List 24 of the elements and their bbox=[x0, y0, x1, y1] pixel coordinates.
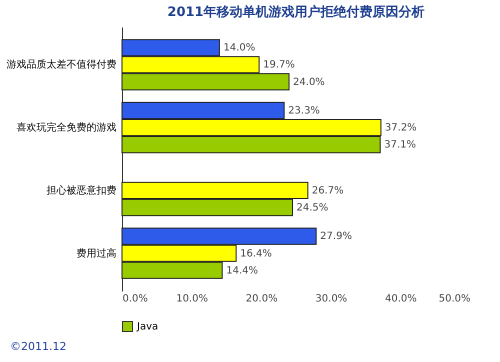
x-tick-label: 50.0% bbox=[438, 294, 470, 304]
y-tick-label: 喜欢玩完全免费的游戏 bbox=[16, 122, 116, 134]
text: ©2011.12 bbox=[9, 339, 68, 355]
data-label: 14.0% bbox=[223, 42, 256, 54]
data-label: 26.7% bbox=[312, 185, 344, 196]
data-label: 23.3% bbox=[288, 106, 320, 117]
chart-title: 2011年移动单机游戏用户拒绝付费原因分析 bbox=[167, 4, 425, 20]
legend-label: Java bbox=[136, 322, 158, 332]
x-tick-label: 40.0% bbox=[385, 294, 417, 304]
x-tick-label: 20.0% bbox=[246, 294, 278, 304]
data-label: 19.7% bbox=[263, 60, 295, 71]
data-label: 37.2% bbox=[384, 122, 417, 134]
data-label: 24.5% bbox=[296, 202, 328, 214]
x-tick-label: 0.0% bbox=[122, 294, 148, 304]
data-label: 16.4% bbox=[240, 248, 272, 260]
x-tick-label: 30.0% bbox=[315, 294, 348, 304]
y-tick-label: 担心被恶意扣费 bbox=[46, 184, 116, 196]
y-tick-label: 游戏品质太差不值得付费 bbox=[6, 58, 116, 71]
data-label: 37.1% bbox=[384, 140, 416, 151]
data-label: 27.9% bbox=[320, 231, 352, 242]
y-tick-label: 费用过高 bbox=[76, 247, 116, 260]
x-tick-label: 10.0% bbox=[176, 294, 208, 304]
data-label: 24.0% bbox=[293, 76, 325, 88]
data-label: 14.4% bbox=[226, 265, 258, 276]
